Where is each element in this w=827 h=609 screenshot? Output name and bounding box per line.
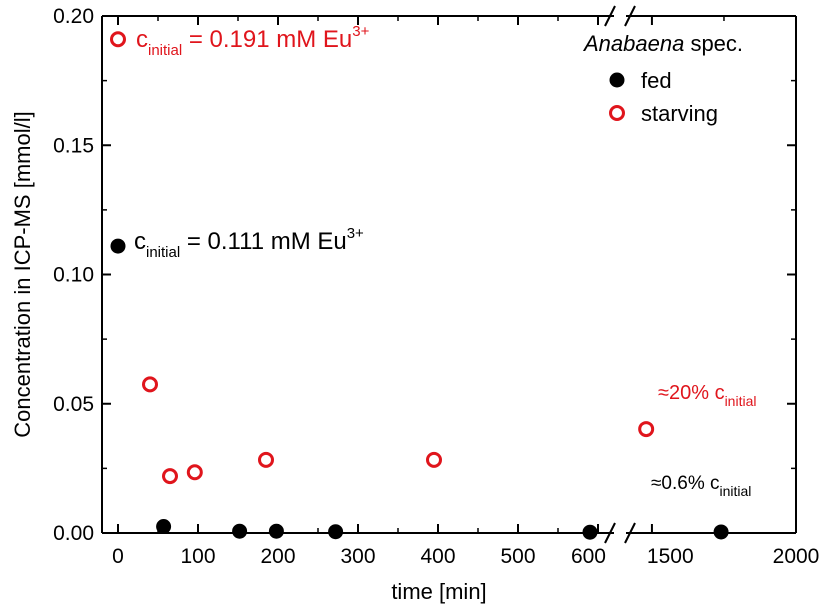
x-tick-label: 200 [260,545,295,568]
axis-break-mark-1-1 [624,522,636,544]
legend-marker-starving [609,105,625,121]
annotation-starving-initial: cinitial = 0.191 mM Eu3+ [136,23,370,59]
annotation-fed-final: ≈0.6% cinitial [651,473,751,499]
y-tick-label: 0.20 [53,5,94,28]
y-tick-label: 0.05 [53,393,94,416]
legend-label-starving: starving [641,101,718,126]
y-tick-label: 0.15 [53,134,94,157]
annotation-fed-initial: cinitial = 0.111 mM Eu3+ [134,225,364,261]
point-fed-6 [713,524,729,540]
x-tick-label: 100 [180,545,215,568]
legend-label-fed: fed [641,68,672,93]
x-tick-label: 0 [112,545,124,568]
legend-title: Anabaena spec. [582,31,743,56]
point-fed-1 [156,519,172,535]
axis-break-mark-0-0 [604,5,616,27]
x-tick-label: 300 [340,545,375,568]
point-starving-5 [426,451,442,468]
point-starving-0 [110,31,126,48]
point-starving-4 [258,451,274,468]
annotation-starving-final: ≈20% cinitial [658,382,756,409]
y-axis-title: Concentration in ICP-MS [mmol/l] [10,111,35,437]
y-tick-label: 0.10 [53,264,94,287]
point-fed-2 [232,523,248,539]
x-tick-label: 400 [420,545,455,568]
point-starving-3 [186,464,203,481]
point-starving-1 [142,376,158,393]
axis-break-mark-1-0 [604,522,616,544]
point-fed-0 [110,238,126,254]
point-starving-6 [638,421,655,438]
x-tick-label: 500 [500,545,535,568]
point-fed-5 [582,524,598,540]
x-axis-title: time [min] [391,579,486,604]
legend: Anabaena spec. fed starving [582,31,743,126]
point-fed-4 [328,524,344,540]
point-starving-2 [162,468,178,485]
y-tick-label: 0.00 [53,522,94,545]
annotations: cinitial = 0.191 mM Eu3+ cinitial = 0.11… [134,23,756,499]
x-tick-label: 600 [571,545,606,568]
x-tick-label: 2000 [773,545,820,568]
x-tick-label: 1500 [647,545,694,568]
point-fed-3 [268,523,284,539]
axes: 0.00 0.05 0.10 0.15 0.20 0 100 200 300 400 500 600 1… [10,5,819,604]
data-points [110,31,729,540]
axis-break-mark-0-1 [624,5,636,27]
legend-marker-fed [609,72,625,88]
